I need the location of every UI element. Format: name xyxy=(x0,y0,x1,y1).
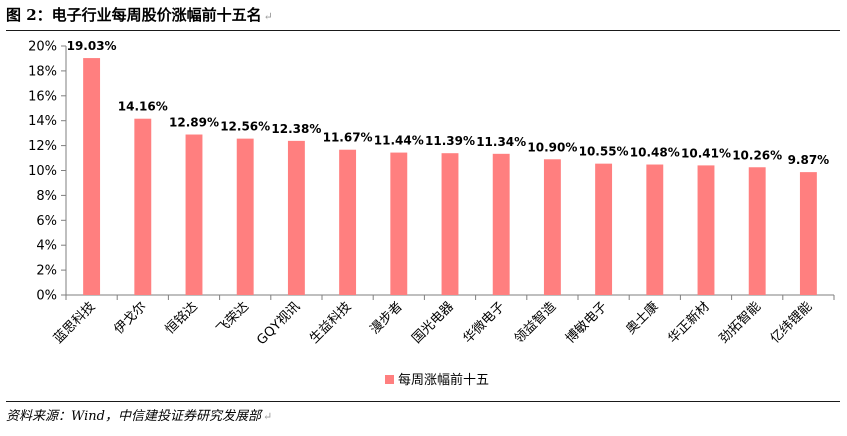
source-text: 资料来源：Wind，中信建投证券研究发展部 xyxy=(6,409,261,424)
x-tick-label: GQY视讯 xyxy=(254,299,303,348)
y-tick-label: 14% xyxy=(28,114,57,129)
y-tick-label: 2% xyxy=(36,264,57,279)
legend-label: 每周涨幅前十五 xyxy=(398,372,489,388)
paragraph-mark-icon: ↵ xyxy=(263,10,273,23)
data-label: 19.03% xyxy=(67,39,117,53)
data-label: 12.56% xyxy=(220,120,270,134)
data-label: 10.41% xyxy=(681,146,731,160)
y-tick-label: 8% xyxy=(36,189,57,204)
bar xyxy=(799,172,817,295)
bar xyxy=(236,138,254,295)
data-label: 12.89% xyxy=(169,116,219,130)
data-label: 14.16% xyxy=(118,100,168,114)
x-tick-label: 劲拓智能 xyxy=(717,299,764,346)
bar xyxy=(390,152,408,295)
figure-title-text: 图 2：电子行业每周股价涨幅前十五名 xyxy=(6,6,262,24)
bar xyxy=(83,58,101,295)
x-tick-label: 蓝思科技 xyxy=(51,299,98,346)
data-label: 12.38% xyxy=(271,122,321,136)
data-label: 11.44% xyxy=(374,134,424,148)
data-label: 10.48% xyxy=(630,146,680,160)
data-label: 11.39% xyxy=(425,134,475,148)
x-tick-label: 恒铭达 xyxy=(163,299,201,337)
bar xyxy=(543,159,561,295)
bar xyxy=(134,118,152,295)
x-tick-label: 国光电器 xyxy=(409,299,456,346)
bar xyxy=(595,163,613,295)
x-tick-label: 奥士康 xyxy=(623,299,662,338)
data-label: 10.90% xyxy=(527,140,577,154)
top-rule xyxy=(6,30,840,31)
data-label: 11.34% xyxy=(476,135,526,149)
x-tick-label: 华微电子 xyxy=(461,299,508,346)
y-tick-label: 4% xyxy=(36,239,57,254)
y-tick-label: 12% xyxy=(28,139,57,154)
y-tick-label: 10% xyxy=(28,164,57,179)
data-label: 11.67% xyxy=(323,131,373,145)
x-tick-label: 华正新材 xyxy=(665,299,713,347)
x-tick-label: 伊戈尔 xyxy=(111,299,149,337)
source-note: 资料来源：Wind，中信建投证券研究发展部 ↵ xyxy=(6,405,272,424)
bar xyxy=(697,165,715,295)
x-tick-label: 生益科技 xyxy=(307,299,354,346)
bar xyxy=(287,140,305,295)
x-tick-label: 博敏电子 xyxy=(563,299,610,346)
y-tick-label: 16% xyxy=(28,89,57,104)
data-label: 10.26% xyxy=(732,148,782,162)
bar xyxy=(441,153,459,295)
x-tick-label: 亿纬锂能 xyxy=(768,299,815,346)
x-tick-label: 漫步者 xyxy=(367,299,405,337)
x-tick-label: 飞荣达 xyxy=(214,299,252,337)
bar xyxy=(646,164,664,295)
data-label: 10.55% xyxy=(579,145,629,159)
figure-title: 图 2：电子行业每周股价涨幅前十五名 ↵ xyxy=(6,4,273,25)
paragraph-mark-icon: ↵ xyxy=(263,410,273,423)
bar xyxy=(185,134,203,295)
y-tick-label: 6% xyxy=(36,214,57,229)
y-tick-label: 18% xyxy=(28,64,57,79)
legend-swatch xyxy=(385,375,394,384)
bar xyxy=(748,167,766,295)
bar-chart: 0% 2% 4% 6% 8% 10% 12% 14% 16% 18% 20% 19.03% 蓝思科技 14… xyxy=(28,39,835,388)
bar xyxy=(339,149,357,295)
bottom-rule xyxy=(6,401,840,402)
data-label: 9.87% xyxy=(788,153,830,167)
y-tick-label: 20% xyxy=(28,40,57,55)
bar xyxy=(492,153,510,295)
x-tick-label: 领益智造 xyxy=(512,299,559,346)
y-tick-label: 0% xyxy=(36,289,57,304)
